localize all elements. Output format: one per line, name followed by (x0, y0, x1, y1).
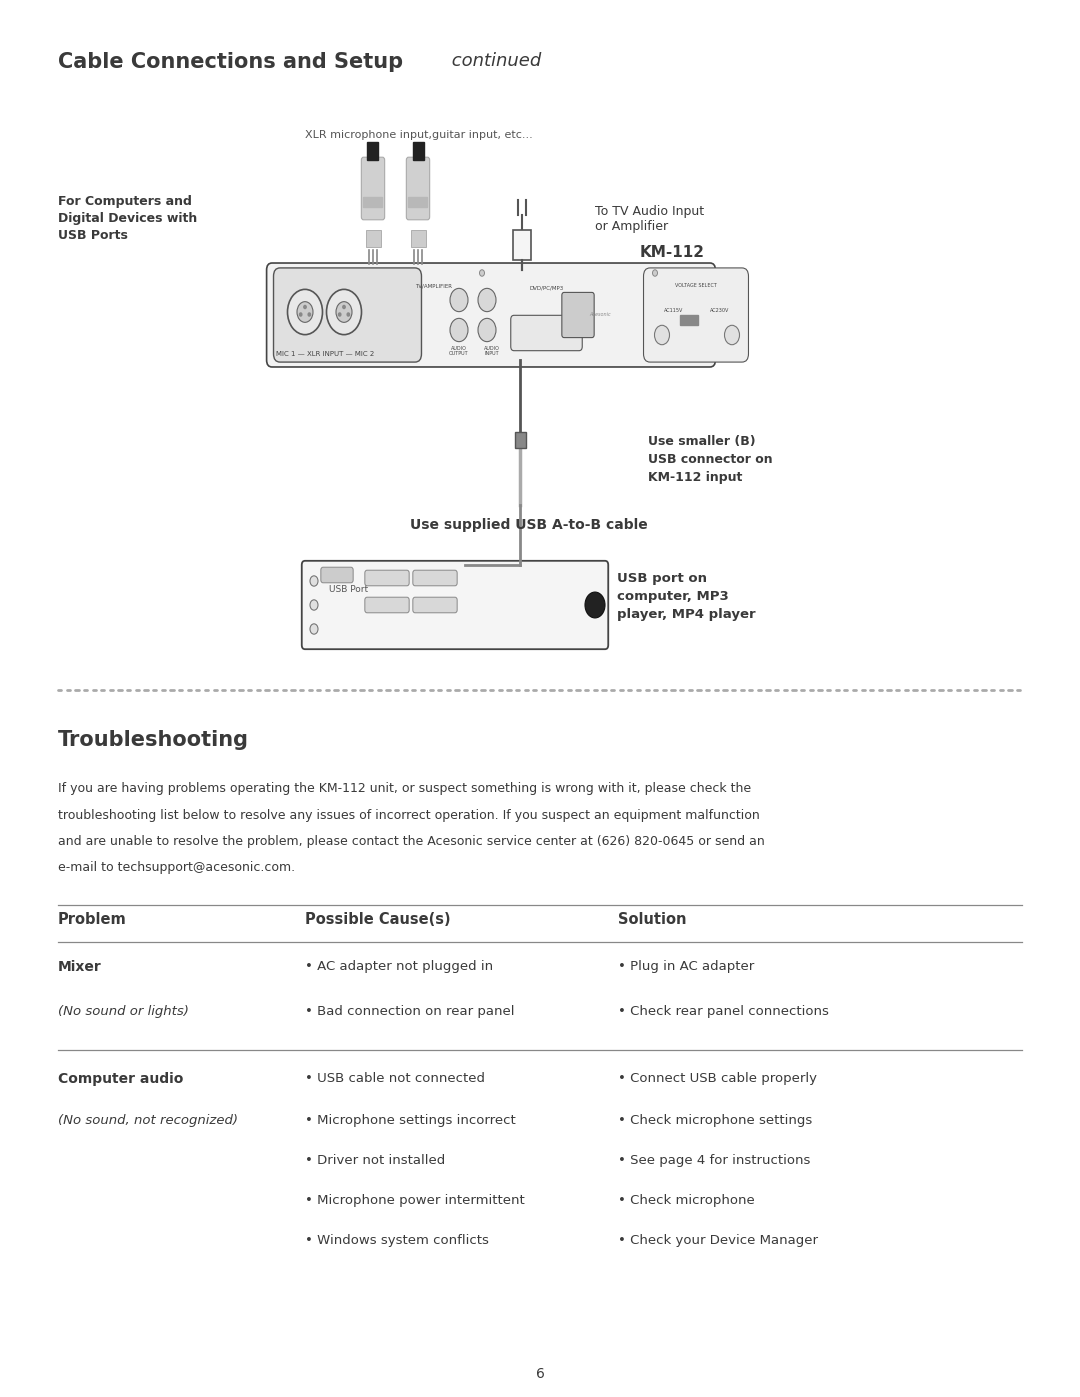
Text: • See page 4 for instructions: • See page 4 for instructions (618, 1154, 810, 1166)
Bar (367, 142, 378, 161)
FancyBboxPatch shape (406, 158, 430, 219)
Text: (No sound or lights): (No sound or lights) (58, 1004, 189, 1018)
Circle shape (342, 306, 346, 309)
Circle shape (299, 313, 302, 316)
FancyBboxPatch shape (365, 570, 409, 585)
Circle shape (652, 270, 658, 277)
Text: To TV Audio Input
or Amplifier: To TV Audio Input or Amplifier (595, 205, 704, 233)
Text: AC230V: AC230V (710, 307, 729, 313)
FancyBboxPatch shape (362, 158, 384, 219)
Circle shape (308, 313, 311, 316)
Text: • Plug in AC adapter: • Plug in AC adapter (618, 960, 754, 972)
Circle shape (303, 306, 307, 309)
Circle shape (478, 288, 496, 312)
FancyBboxPatch shape (365, 597, 409, 613)
Circle shape (480, 270, 485, 277)
Text: • Connect USB cable properly: • Connect USB cable properly (618, 1071, 816, 1085)
Circle shape (287, 289, 323, 335)
Text: 6: 6 (536, 1368, 544, 1382)
Text: Troubleshooting: Troubleshooting (58, 731, 249, 750)
Text: TV/AMPLIFIER: TV/AMPLIFIER (416, 284, 453, 289)
Text: Cable Connections and Setup: Cable Connections and Setup (58, 52, 403, 73)
Circle shape (450, 288, 468, 312)
Circle shape (310, 624, 318, 634)
FancyBboxPatch shape (267, 263, 715, 367)
FancyBboxPatch shape (273, 268, 421, 362)
Text: • Bad connection on rear panel: • Bad connection on rear panel (305, 1004, 514, 1018)
Text: • Check microphone settings: • Check microphone settings (618, 1113, 812, 1127)
Circle shape (725, 326, 740, 345)
Circle shape (297, 302, 313, 323)
Text: MIC 1 — XLR INPUT — MIC 2: MIC 1 — XLR INPUT — MIC 2 (275, 351, 374, 358)
Bar (365, 231, 380, 247)
Text: • AC adapter not plugged in: • AC adapter not plugged in (305, 960, 494, 972)
Bar (513, 231, 531, 260)
Text: • Windows system conflicts: • Windows system conflicts (305, 1234, 489, 1248)
Circle shape (336, 302, 352, 323)
FancyBboxPatch shape (301, 560, 608, 650)
Circle shape (310, 599, 318, 610)
Circle shape (654, 326, 670, 345)
Text: Acesonic: Acesonic (590, 313, 611, 317)
Text: AC115V: AC115V (664, 307, 684, 313)
Circle shape (326, 289, 362, 335)
FancyBboxPatch shape (321, 567, 353, 583)
Text: Use smaller (B)
USB connector on
KM-112 input: Use smaller (B) USB connector on KM-112 … (648, 434, 772, 483)
Text: KM-112: KM-112 (640, 244, 705, 260)
Text: USB Port: USB Port (329, 585, 368, 594)
Text: and are unable to resolve the problem, please contact the Acesonic service cente: and are unable to resolve the problem, p… (58, 835, 765, 848)
Text: Problem: Problem (58, 912, 126, 928)
Text: (No sound, not recognized): (No sound, not recognized) (58, 1113, 238, 1127)
FancyBboxPatch shape (644, 268, 748, 362)
Bar (408, 197, 428, 207)
Circle shape (310, 576, 318, 587)
FancyBboxPatch shape (562, 292, 594, 338)
Text: Computer audio: Computer audio (58, 1071, 184, 1085)
Text: • Microphone power intermittent: • Microphone power intermittent (305, 1194, 525, 1207)
Circle shape (338, 313, 341, 316)
FancyBboxPatch shape (511, 316, 582, 351)
Text: • Driver not installed: • Driver not installed (305, 1154, 445, 1166)
Circle shape (450, 319, 468, 342)
Text: Use supplied USB A-to-B cable: Use supplied USB A-to-B cable (410, 518, 648, 532)
Text: • USB cable not connected: • USB cable not connected (305, 1071, 485, 1085)
FancyBboxPatch shape (413, 570, 457, 585)
Text: Possible Cause(s): Possible Cause(s) (305, 912, 450, 928)
Text: USB port on
computer, MP3
player, MP4 player: USB port on computer, MP3 player, MP4 pl… (617, 571, 756, 622)
Circle shape (347, 313, 350, 316)
Text: If you are having problems operating the KM-112 unit, or suspect something is wr: If you are having problems operating the… (58, 782, 751, 795)
Text: • Microphone settings incorrect: • Microphone settings incorrect (305, 1113, 516, 1127)
Text: e-mail to techsupport@acesonic.com.: e-mail to techsupport@acesonic.com. (58, 862, 295, 875)
Text: • Check your Device Manager: • Check your Device Manager (618, 1234, 818, 1248)
Bar (410, 231, 426, 247)
Bar (514, 432, 526, 448)
Text: continued: continued (446, 52, 541, 70)
Text: AUDIO
INPUT: AUDIO INPUT (484, 345, 500, 356)
FancyBboxPatch shape (413, 597, 457, 613)
Text: For Computers and
Digital Devices with
USB Ports: For Computers and Digital Devices with U… (58, 196, 198, 242)
Bar (413, 142, 423, 161)
Text: DVD/PC/MP3: DVD/PC/MP3 (529, 286, 564, 291)
Bar (364, 197, 382, 207)
Text: Mixer: Mixer (58, 960, 102, 974)
Circle shape (478, 319, 496, 342)
Circle shape (585, 592, 605, 617)
Text: VOLTAGE SELECT: VOLTAGE SELECT (675, 284, 717, 288)
Text: AUDIO
OUTPUT: AUDIO OUTPUT (449, 345, 469, 356)
Text: troubleshooting list below to resolve any issues of incorrect operation. If you : troubleshooting list below to resolve an… (58, 809, 759, 821)
Text: XLR microphone input,guitar input, etc...: XLR microphone input,guitar input, etc..… (305, 130, 532, 140)
Bar (680, 314, 698, 326)
Text: • Check microphone: • Check microphone (618, 1194, 755, 1207)
Text: • Check rear panel connections: • Check rear panel connections (618, 1004, 828, 1018)
Text: Solution: Solution (618, 912, 687, 928)
